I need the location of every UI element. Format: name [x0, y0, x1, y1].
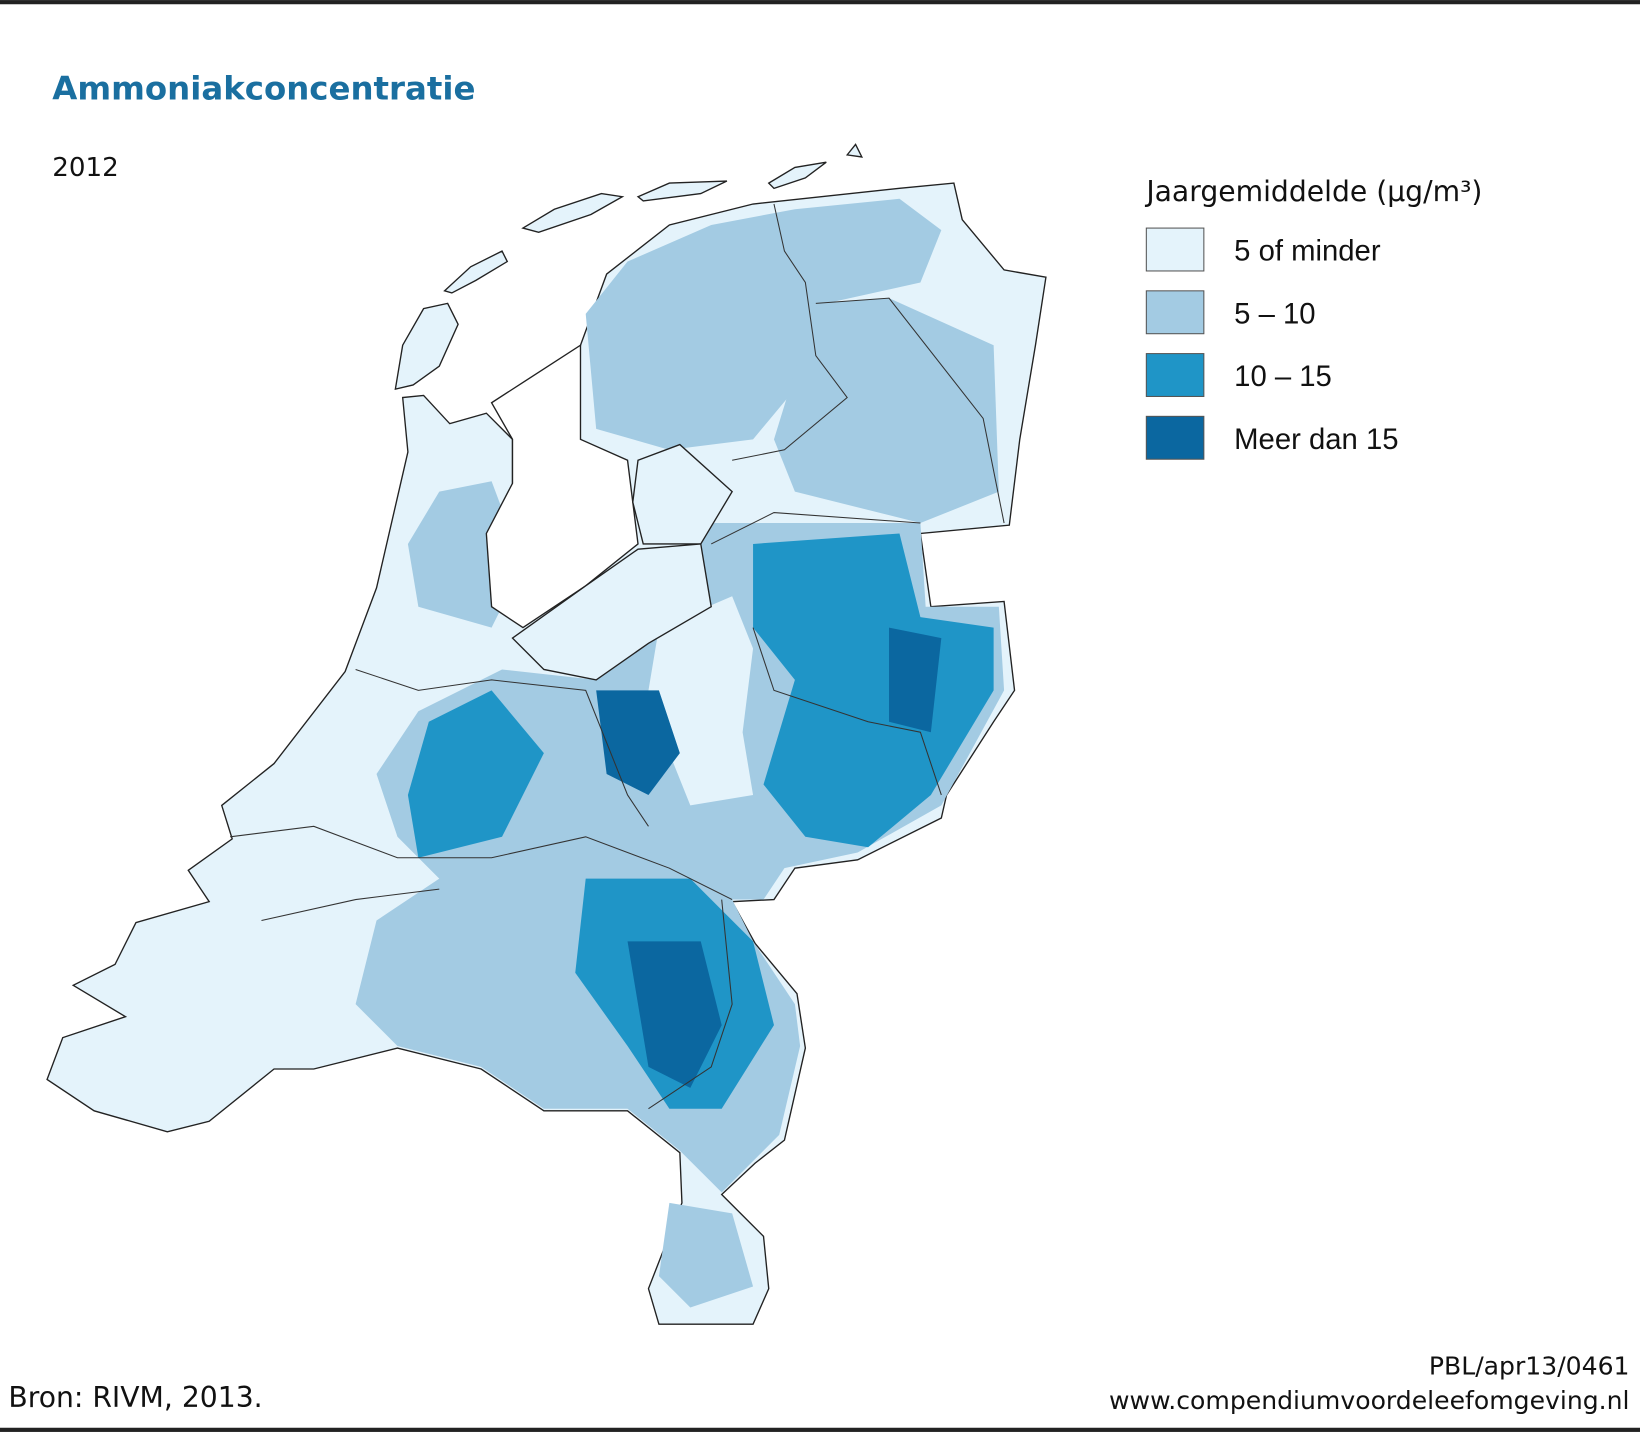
legend: 5 of minder 5 – 10 10 – 15 Meer dan 15 — [1145, 227, 1399, 460]
legend-swatch — [1145, 353, 1205, 397]
patch — [753, 533, 994, 848]
source: Bron: RIVM, 2013. — [8, 1381, 262, 1414]
title: Ammoniakconcentratie — [52, 69, 475, 107]
legend-label: 5 of minder — [1234, 235, 1381, 268]
island — [767, 161, 827, 190]
island — [845, 143, 864, 158]
website: www.compendiumvoordeleefomgeving.nl — [1109, 1386, 1630, 1415]
border — [648, 899, 733, 1110]
top-rule — [0, 0, 1640, 5]
island — [443, 250, 509, 294]
map — [46, 143, 1047, 1325]
subtitle: 2012 — [52, 153, 119, 183]
polder — [511, 543, 712, 681]
code: PBL/apr13/0461 — [1429, 1351, 1630, 1380]
island — [636, 180, 728, 202]
legend-label: 10 – 15 — [1234, 360, 1332, 393]
border — [230, 825, 733, 901]
border — [752, 627, 942, 796]
patch — [773, 298, 999, 524]
legend-title: Jaargemiddelde (µg/m³) — [1144, 175, 1482, 208]
patch — [627, 941, 722, 1088]
border — [355, 668, 649, 827]
border — [815, 297, 1005, 524]
patch — [889, 627, 942, 733]
border — [261, 888, 440, 921]
border — [710, 512, 921, 545]
legend-swatch — [1145, 415, 1205, 460]
legend-label: Meer dan 15 — [1234, 423, 1398, 456]
border — [732, 203, 848, 461]
patch — [585, 198, 942, 450]
patch — [658, 1202, 754, 1308]
legend-swatch — [1145, 227, 1205, 272]
patch — [407, 690, 544, 858]
legend-swatch — [1145, 290, 1205, 335]
water — [485, 343, 639, 629]
island — [394, 302, 459, 391]
bottom-rule — [0, 1427, 1640, 1432]
island — [521, 192, 625, 233]
legend-label: 5 – 10 — [1234, 297, 1315, 330]
